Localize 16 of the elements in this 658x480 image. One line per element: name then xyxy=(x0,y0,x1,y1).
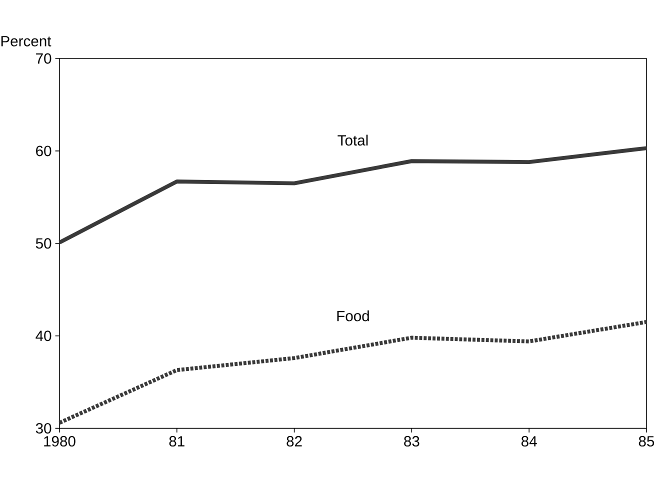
x-tick-label: 83 xyxy=(404,436,420,447)
x-tick-label: 85 xyxy=(638,436,654,447)
y-tick-label: 40 xyxy=(36,330,52,342)
x-tick-label: 84 xyxy=(521,436,537,447)
y-tick-label: 30 xyxy=(36,423,52,434)
line-series xyxy=(58,146,648,245)
x-tick-label: 81 xyxy=(169,436,184,447)
y-tick-label: 70 xyxy=(36,53,52,64)
series-label: Total xyxy=(338,134,368,146)
y-axis-title: Percent xyxy=(1,36,52,46)
y-tick-label: 50 xyxy=(36,238,52,249)
x-tick-label: 1980 xyxy=(44,436,76,447)
y-tick-label: 60 xyxy=(36,146,52,156)
series-label: Food xyxy=(337,310,369,322)
x-tick-label: 82 xyxy=(286,436,302,447)
line-series xyxy=(58,320,648,425)
